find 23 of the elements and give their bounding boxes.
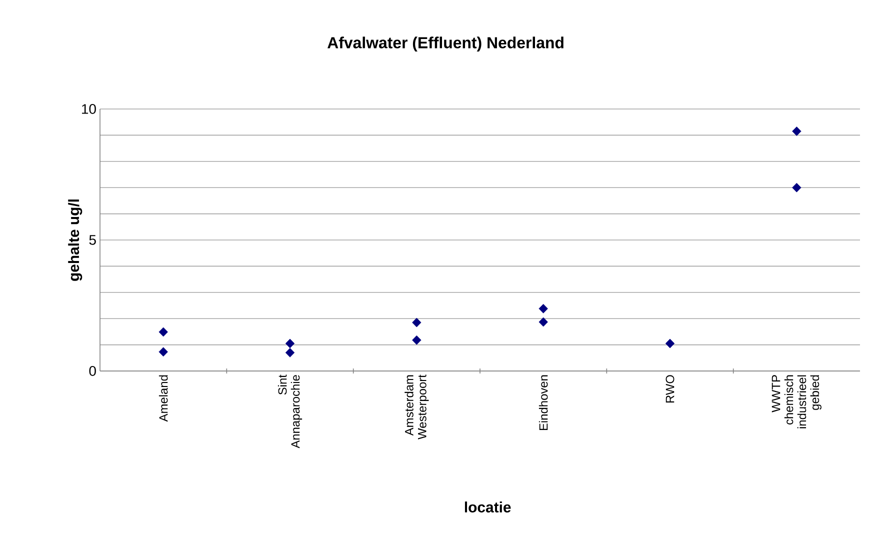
point (792, 182, 802, 192)
point (412, 335, 422, 345)
y-tick-label: 5 (89, 235, 96, 245)
y-tick-label: 0 (89, 366, 96, 376)
chart-title: Afvalwater (Effluent) Nederland (328, 36, 564, 52)
x-tick-label: Ameland (158, 375, 168, 422)
point (158, 347, 168, 357)
point (158, 327, 168, 337)
x-tick-label: Amsterdam Westerpoort (404, 374, 429, 440)
point (665, 338, 675, 348)
x-tick-label: WWTP chemisch industrieel gebied (772, 375, 822, 428)
x-tick-label: RWO (666, 375, 674, 403)
point (285, 348, 295, 358)
point (792, 126, 802, 136)
point (538, 317, 548, 327)
point (412, 318, 422, 328)
point (538, 304, 548, 314)
y-tick-label: 10 (82, 104, 96, 114)
point (285, 338, 295, 348)
y-axis-title: gehalte ug/l (68, 200, 82, 281)
x-axis-title: locatie (464, 502, 511, 512)
x-tick-label: Sint Annaparochie (278, 374, 302, 448)
x-tick-label: Eindhoven (538, 375, 548, 430)
